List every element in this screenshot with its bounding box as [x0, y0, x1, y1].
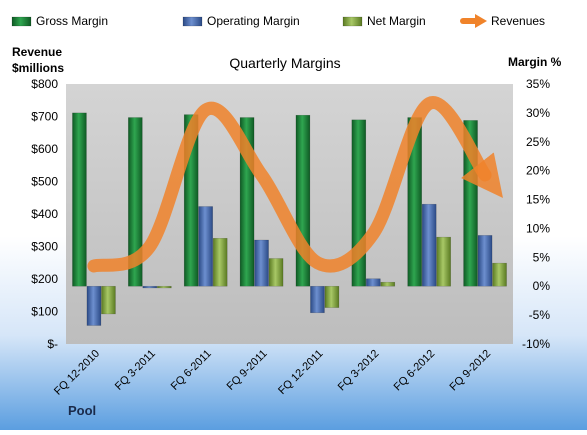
- right-tick-label: 20%: [526, 164, 550, 178]
- right-tick-label: 30%: [526, 106, 550, 120]
- gross-margin-bar: [128, 117, 143, 287]
- operating-margin-bar: [366, 278, 381, 287]
- legend-label: Revenues: [491, 14, 545, 28]
- left-axis-ticks: $- $100 $200 $300 $400 $500 $600 $700 $800: [31, 77, 58, 351]
- category-label: FQ 3-2012: [336, 348, 382, 394]
- left-tick-label: $500: [31, 175, 58, 189]
- net-margin-bar: [380, 281, 396, 287]
- net-margin-bar: [157, 285, 172, 289]
- left-tick-label: $200: [31, 272, 58, 286]
- category-label: FQ 9-2011: [225, 348, 270, 393]
- right-tick-label: 10%: [526, 221, 550, 235]
- operating-margin-bar: [477, 235, 493, 287]
- category-labels: FQ 12-2010 FQ 3-2011 FQ 6-2011 FQ 9-2011 FQ …: [52, 348, 493, 398]
- net-margin-bar: [492, 262, 507, 287]
- left-tick-label: $-: [47, 337, 58, 351]
- category-label: FQ 6-2011: [169, 348, 214, 393]
- category-label: FQ 12-2011: [276, 348, 325, 397]
- legend-label: Operating Margin: [207, 14, 300, 28]
- revenues-line: [87, 96, 503, 273]
- left-axis-title-line-2: $millions: [12, 61, 64, 75]
- net-margin-bar: [324, 285, 340, 308]
- legend-swatch: [182, 16, 203, 27]
- gross-margin-bar: [72, 112, 87, 287]
- left-tick-label: $600: [31, 142, 58, 156]
- operating-margin-bar: [142, 285, 158, 289]
- right-axis-title: Margin %: [508, 55, 562, 69]
- left-tick-label: $100: [31, 305, 58, 319]
- right-tick-label: 5%: [533, 250, 551, 264]
- legend: Gross Margin Operating Margin Net Margin Re…: [11, 14, 545, 28]
- company-label: Pool: [68, 403, 96, 418]
- category-label: FQ 6-2012: [392, 348, 438, 394]
- operating-margin-bar: [254, 239, 269, 287]
- left-axis-title-line-1: Revenue: [12, 45, 62, 59]
- operating-margin-bar: [310, 285, 325, 314]
- right-tick-label: 25%: [526, 135, 550, 149]
- category-label: FQ 12-2010: [52, 348, 102, 398]
- net-margin-bar: [436, 236, 451, 287]
- operating-margin-bar: [198, 206, 213, 287]
- revenue-line-layer: [87, 96, 503, 273]
- right-axis-ticks: -10% -5% 0% 5% 10% 15% 20% 25% 30% 35%: [522, 77, 550, 351]
- left-tick-label: $700: [31, 110, 58, 124]
- right-tick-label: -5%: [529, 308, 551, 322]
- legend-swatch: [11, 16, 32, 27]
- right-tick-label: 0%: [533, 279, 551, 293]
- net-margin-bar: [212, 238, 228, 287]
- net-margin-bar: [101, 285, 116, 315]
- left-tick-label: $400: [31, 207, 58, 221]
- net-margin-bar: [268, 258, 284, 287]
- left-tick-label: $300: [31, 240, 58, 254]
- category-label: FQ 9-2012: [448, 348, 494, 394]
- legend-label: Net Margin: [367, 14, 426, 28]
- right-tick-label: 35%: [526, 77, 550, 91]
- category-label: FQ 3-2011: [113, 348, 158, 393]
- legend-swatch: [342, 16, 363, 27]
- right-tick-label: -10%: [522, 337, 550, 351]
- operating-margin-bar: [421, 203, 437, 287]
- operating-margin-bar: [86, 285, 102, 326]
- right-tick-label: 15%: [526, 193, 550, 207]
- chart-title: Quarterly Margins: [229, 55, 340, 71]
- left-tick-label: $800: [31, 77, 58, 91]
- legend-arrow: [475, 14, 487, 28]
- legend-label: Gross Margin: [36, 14, 108, 28]
